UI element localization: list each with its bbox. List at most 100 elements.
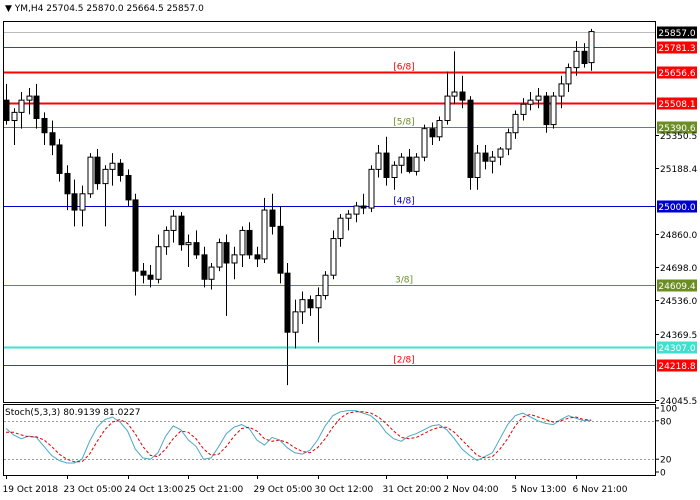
candle[interactable] xyxy=(429,122,436,145)
bear-candle-body xyxy=(543,95,550,126)
candle[interactable] xyxy=(284,262,291,386)
candle[interactable] xyxy=(459,75,466,109)
time-tick-label: 31 Oct 20:00 xyxy=(383,485,442,495)
candle[interactable] xyxy=(565,63,572,93)
level-tag-bg xyxy=(657,121,697,134)
candle[interactable] xyxy=(489,151,496,174)
candle[interactable] xyxy=(117,159,124,182)
candle[interactable] xyxy=(353,201,360,223)
candle[interactable] xyxy=(505,128,512,156)
price-tick-label: 25350.5 xyxy=(660,132,697,142)
level-tag-text: 24307.0 xyxy=(658,344,695,354)
bull-candle-body xyxy=(26,95,33,101)
candle[interactable] xyxy=(375,144,382,178)
level-price-tag: 25781.3 xyxy=(657,41,697,54)
candle[interactable] xyxy=(178,212,185,251)
candle[interactable] xyxy=(451,51,458,105)
current-price-tag: 25857.0 xyxy=(658,29,695,39)
candle[interactable] xyxy=(49,120,56,156)
candle[interactable] xyxy=(261,197,268,263)
candle[interactable] xyxy=(71,179,78,227)
candle[interactable] xyxy=(109,153,116,186)
candle[interactable] xyxy=(527,92,534,111)
bull-candle-body xyxy=(330,238,337,276)
bull-candle-body xyxy=(421,128,428,158)
candle[interactable] xyxy=(573,41,580,76)
candle[interactable] xyxy=(398,153,405,174)
candle[interactable] xyxy=(383,136,390,186)
candle[interactable] xyxy=(558,75,565,109)
candle[interactable] xyxy=(79,185,86,227)
bear-candle-body xyxy=(360,205,367,209)
candle[interactable] xyxy=(444,71,451,125)
candle[interactable] xyxy=(543,92,550,133)
candle[interactable] xyxy=(208,262,215,290)
candle[interactable] xyxy=(170,210,177,243)
candle[interactable] xyxy=(391,161,398,190)
price-axis: 25781.3 25656.6 25508.1 25390.6 25000.0 24609… xyxy=(655,26,697,407)
candle[interactable] xyxy=(254,246,261,268)
candle[interactable] xyxy=(588,28,595,71)
candle[interactable] xyxy=(550,92,557,129)
candle[interactable] xyxy=(132,193,139,296)
candle[interactable] xyxy=(102,165,109,227)
candle[interactable] xyxy=(345,210,352,231)
bear-candle-body xyxy=(132,199,139,272)
candle[interactable] xyxy=(421,124,428,162)
candle[interactable] xyxy=(33,83,40,129)
candle[interactable] xyxy=(520,98,527,121)
candle[interactable] xyxy=(413,153,420,176)
candle[interactable] xyxy=(535,87,542,109)
candle[interactable] xyxy=(41,112,48,145)
candle[interactable] xyxy=(467,96,474,190)
level-tag-text: 25390.6 xyxy=(658,124,695,134)
candle[interactable] xyxy=(155,234,162,284)
candle[interactable] xyxy=(299,291,306,325)
stoch-tick-label: 20 xyxy=(660,456,672,466)
candle[interactable] xyxy=(231,246,238,280)
candle[interactable] xyxy=(436,116,443,141)
candle[interactable] xyxy=(201,246,208,288)
candle[interactable] xyxy=(3,83,10,125)
candle[interactable] xyxy=(185,234,192,268)
candle[interactable] xyxy=(581,43,588,68)
bear-candle-body xyxy=(482,152,489,162)
candle[interactable] xyxy=(277,206,284,284)
candle[interactable] xyxy=(360,193,367,215)
candle[interactable] xyxy=(406,149,413,174)
candle[interactable] xyxy=(56,138,63,182)
bull-candle-body xyxy=(398,156,405,166)
candle[interactable] xyxy=(26,87,33,115)
candle[interactable] xyxy=(125,169,132,206)
candle[interactable] xyxy=(482,144,489,170)
candle[interactable] xyxy=(216,238,223,272)
candle[interactable] xyxy=(368,165,375,213)
candle[interactable] xyxy=(269,193,276,235)
candles[interactable] xyxy=(3,28,595,386)
level-label: 3/8] xyxy=(395,276,413,286)
candle[interactable] xyxy=(497,146,504,166)
candle[interactable] xyxy=(315,287,322,343)
candle[interactable] xyxy=(140,262,147,284)
candle[interactable] xyxy=(223,234,230,316)
candle[interactable] xyxy=(474,144,481,190)
candle[interactable] xyxy=(87,153,94,198)
candle[interactable] xyxy=(11,108,18,145)
candle[interactable] xyxy=(94,149,101,190)
candle[interactable] xyxy=(163,226,170,255)
candle[interactable] xyxy=(322,271,329,300)
candle[interactable] xyxy=(18,92,25,129)
candle[interactable] xyxy=(292,299,299,349)
time-tick-label: 24 Oct 13:00 xyxy=(125,485,184,495)
candle[interactable] xyxy=(239,226,246,268)
candle[interactable] xyxy=(246,222,253,259)
candle[interactable] xyxy=(330,230,337,280)
candle[interactable] xyxy=(147,265,154,288)
candle[interactable] xyxy=(337,214,344,247)
current-price-tag-bg xyxy=(657,26,697,39)
candle[interactable] xyxy=(307,295,314,316)
candle[interactable] xyxy=(193,230,200,259)
candle[interactable] xyxy=(512,110,519,139)
level-tag-bg xyxy=(657,359,697,372)
candle[interactable] xyxy=(64,165,71,211)
